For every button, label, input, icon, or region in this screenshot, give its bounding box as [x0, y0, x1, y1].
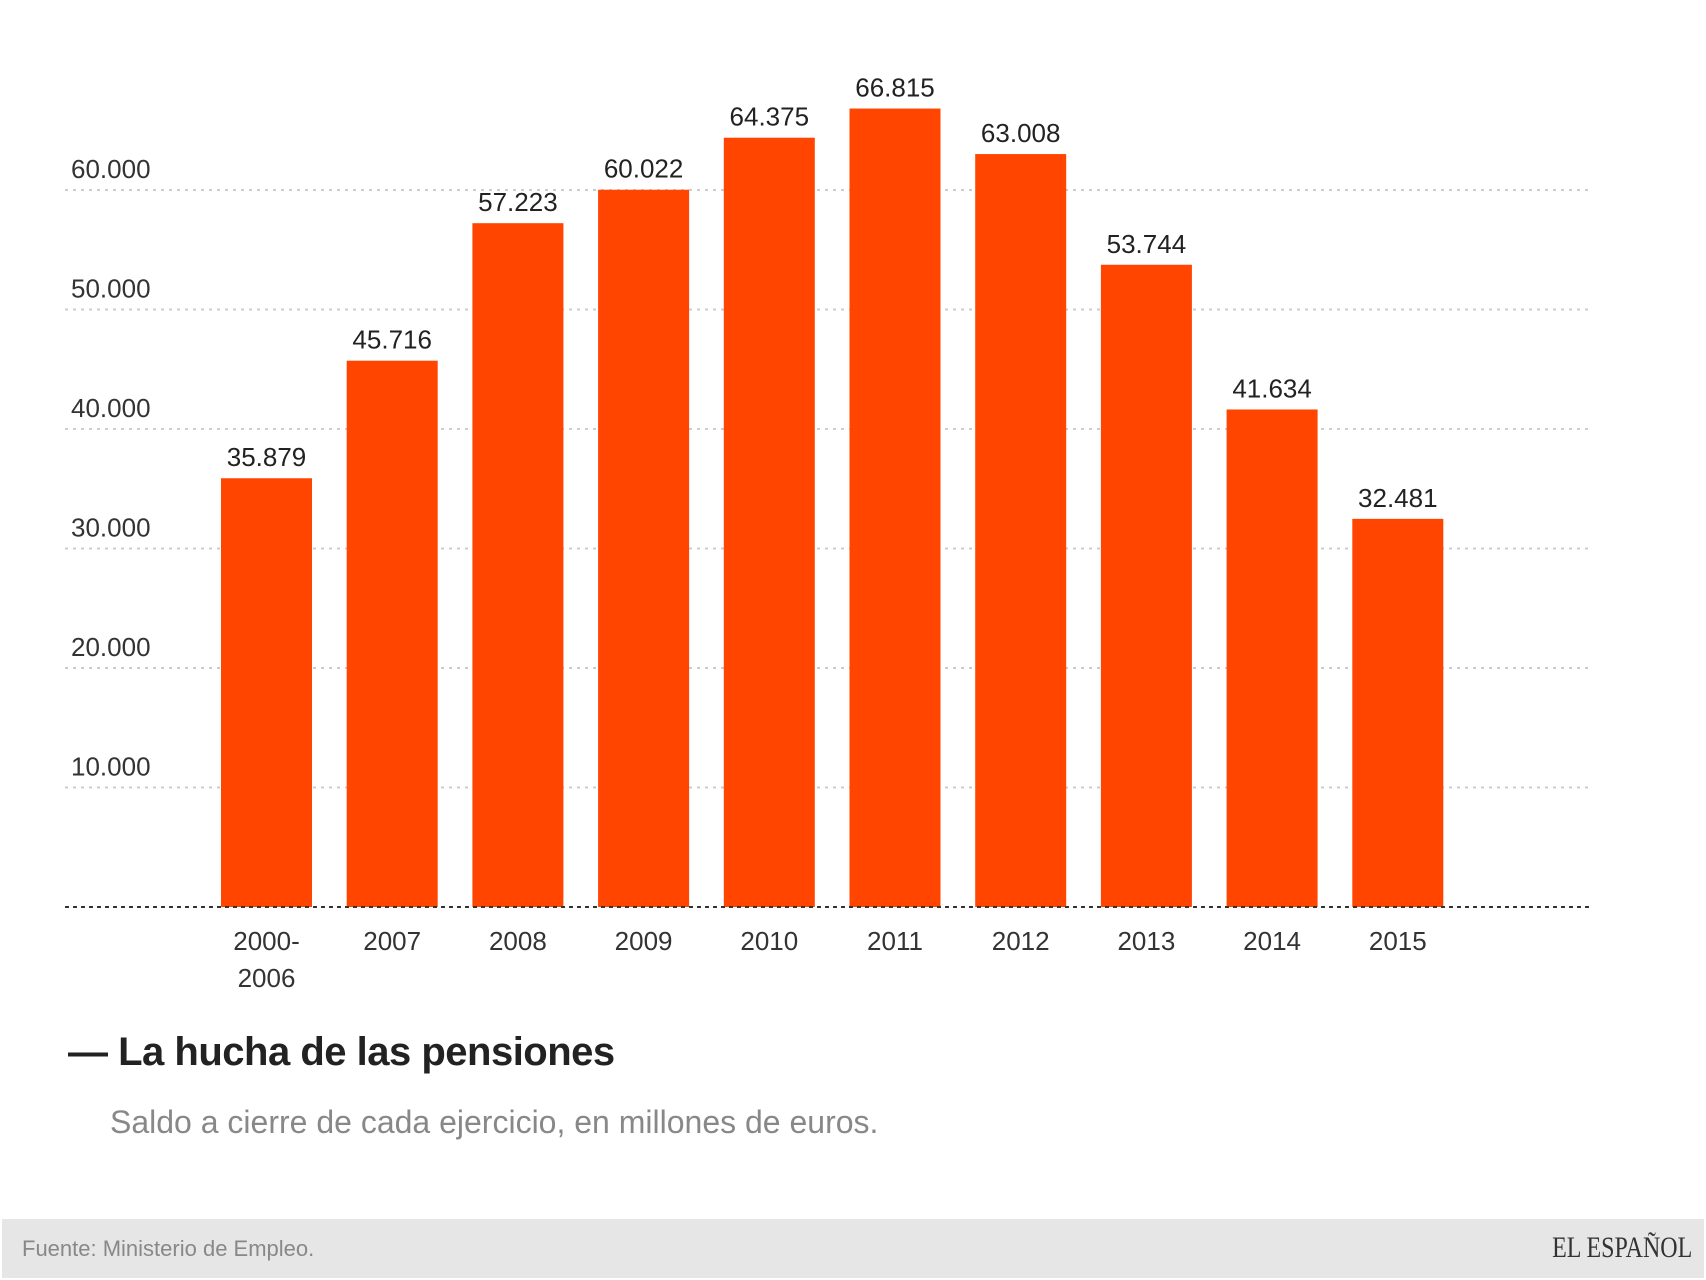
data-label: 53.744	[1107, 229, 1187, 259]
bar	[346, 360, 438, 907]
bar-chart: 10.000 20.000 30.000 40.000 50.000 60.000 35.8…	[65, 73, 1589, 993]
x-tick-label: 2000-	[233, 926, 300, 956]
x-tick-label: 2008	[489, 926, 547, 956]
x-tick-label: 2011	[867, 926, 923, 956]
y-tick-label: 30.000	[71, 513, 151, 543]
x-tick-label: 2012	[992, 926, 1050, 956]
bar	[1352, 518, 1444, 907]
bar	[975, 154, 1067, 908]
bar	[1100, 264, 1192, 908]
data-label: 35.879	[227, 442, 307, 472]
y-tick-label: 10.000	[71, 752, 151, 782]
chart-subtitle: Saldo a cierre de cada ejercicio, en mil…	[110, 1104, 879, 1140]
x-tick-label: 2014	[1243, 926, 1301, 956]
x-tick-label: 2009	[615, 926, 673, 956]
bar	[221, 478, 312, 907]
bar	[849, 108, 941, 908]
y-tick-label: 50.000	[71, 274, 151, 304]
bar	[472, 223, 564, 907]
y-tick-label: 60.000	[71, 154, 151, 184]
x-tick-label: 2006	[238, 963, 296, 993]
el-espanol-logo: EL ESPAÑOL	[1551, 1231, 1692, 1264]
data-label: 60.022	[604, 154, 684, 184]
bar	[598, 189, 690, 907]
footer: Fuente: Ministerio de Empleo. EL ESPAÑOL	[2, 1219, 1704, 1278]
y-tick-label: 20.000	[71, 632, 151, 662]
data-label: 63.008	[981, 118, 1061, 148]
data-label: 41.634	[1232, 373, 1312, 403]
bar	[1226, 409, 1318, 907]
x-tick-label: 2015	[1369, 926, 1427, 956]
data-label: 45.716	[352, 325, 432, 355]
bar	[723, 137, 815, 907]
x-tick-label: 2010	[740, 926, 798, 956]
data-label: 32.481	[1358, 483, 1438, 513]
x-tick-label: 2013	[1117, 926, 1175, 956]
source-note: Fuente: Ministerio de Empleo.	[22, 1236, 315, 1261]
data-label: 57.223	[478, 187, 558, 217]
data-label: 64.375	[730, 102, 810, 132]
y-tick-label: 40.000	[71, 393, 151, 423]
chart-title: — La hucha de las pensiones	[68, 1030, 615, 1074]
x-tick-label: 2007	[363, 926, 421, 956]
data-label: 66.815	[855, 73, 935, 103]
